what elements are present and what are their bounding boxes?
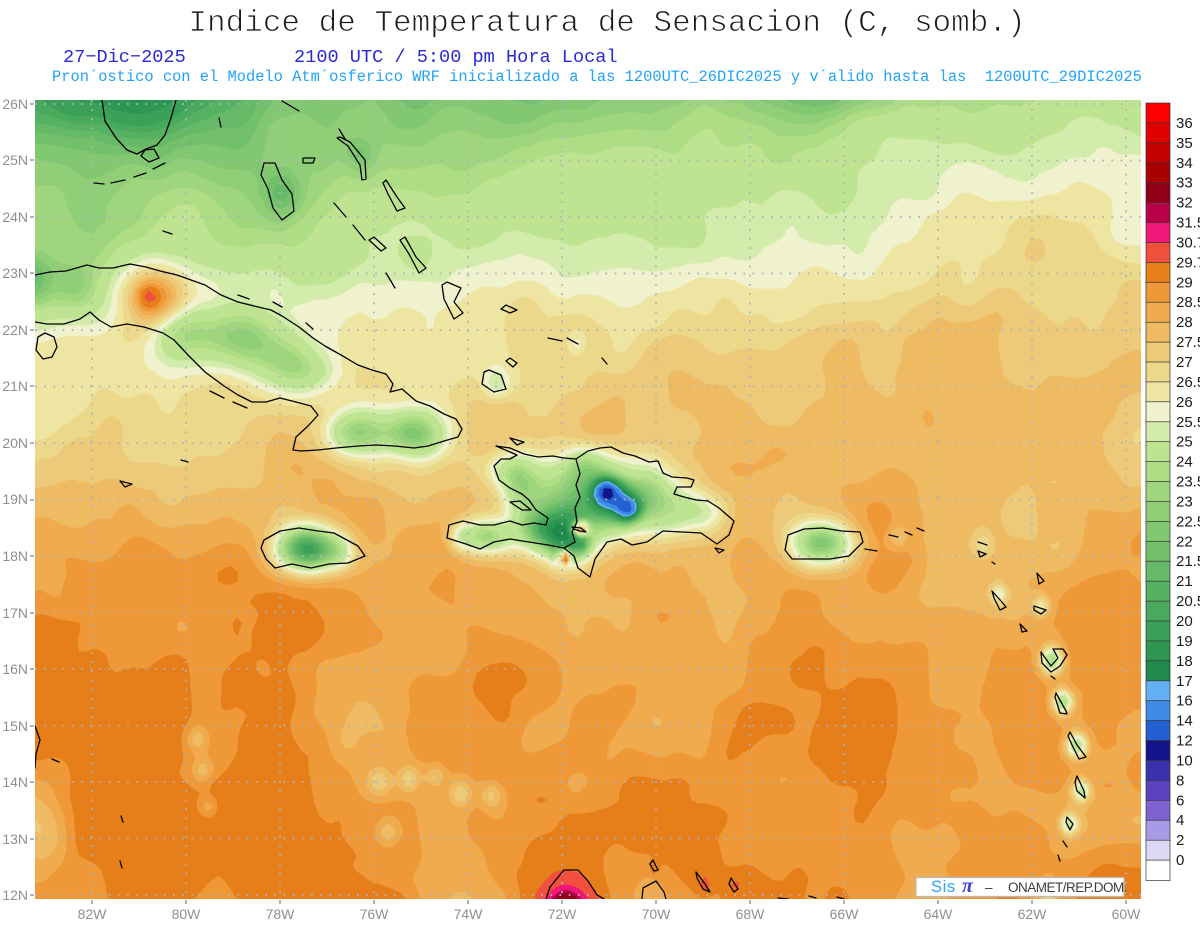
svg-text:20.5: 20.5 [1176,593,1200,610]
svg-text:20N: 20N [2,435,28,451]
svg-text:25.5: 25.5 [1176,414,1200,431]
svg-text:70W: 70W [642,906,672,922]
svg-text:24N: 24N [2,209,28,225]
svg-text:15N: 15N [2,718,28,734]
svg-text:22.5: 22.5 [1176,513,1200,530]
svg-text:27−Dic−2025: 27−Dic−2025 [63,47,186,68]
svg-text:28.5: 28.5 [1176,294,1200,311]
svg-text:13N: 13N [2,831,28,847]
svg-text:76W: 76W [360,906,390,922]
svg-text:23: 23 [1176,494,1193,511]
svg-text:30.7: 30.7 [1176,235,1200,252]
svg-text:21N: 21N [2,378,28,394]
svg-text:4: 4 [1176,812,1184,829]
svg-text:22: 22 [1176,533,1193,550]
svg-text:Indice de Temperatura de Sensa: Indice de Temperatura de Sensacion (C, s… [188,6,1025,41]
svg-text:21: 21 [1176,573,1193,590]
svg-text:32: 32 [1176,195,1193,212]
svg-text:23.5: 23.5 [1176,474,1200,491]
svg-text:19: 19 [1176,633,1193,650]
svg-text:2: 2 [1176,832,1184,849]
svg-text:18: 18 [1176,653,1193,670]
svg-text:78W: 78W [266,906,296,922]
svg-text:23N: 23N [2,265,28,281]
svg-text:26N: 26N [2,96,28,112]
svg-text:8: 8 [1176,772,1184,789]
svg-text:6: 6 [1176,792,1184,809]
svg-text:21.5: 21.5 [1176,553,1200,570]
svg-text:31.5: 31.5 [1176,215,1200,232]
svg-text:14N: 14N [2,774,28,790]
svg-text:34: 34 [1176,155,1193,172]
svg-text:33: 33 [1176,175,1193,192]
svg-text:35: 35 [1176,135,1193,152]
svg-text:26.5: 26.5 [1176,374,1200,391]
svg-text:27: 27 [1176,354,1193,371]
svg-text:19N: 19N [2,491,28,507]
svg-text:17N: 17N [2,605,28,621]
svg-text:60W: 60W [1112,906,1142,922]
svg-text:28: 28 [1176,314,1193,331]
svg-text:π: π [962,875,974,897]
svg-text:17: 17 [1176,673,1193,690]
svg-text:25: 25 [1176,434,1193,451]
svg-text:16: 16 [1176,693,1193,710]
svg-text:66W: 66W [830,906,860,922]
svg-text:82W: 82W [78,906,108,922]
svg-text:68W: 68W [736,906,766,922]
svg-text:20: 20 [1176,613,1193,630]
svg-text:12N: 12N [2,887,28,903]
svg-text:29: 29 [1176,274,1193,291]
svg-text:16N: 16N [2,661,28,677]
svg-text:0: 0 [1176,852,1184,869]
svg-text:26: 26 [1176,394,1193,411]
svg-text:22N: 22N [2,322,28,338]
svg-text:80W: 80W [172,906,202,922]
svg-text:64W: 64W [924,906,954,922]
svg-text:36: 36 [1176,115,1193,132]
svg-text:72W: 72W [548,906,578,922]
svg-text:27.5: 27.5 [1176,334,1200,351]
svg-text:ONAMET/REP.DOM.: ONAMET/REP.DOM. [1008,880,1127,895]
svg-text:Pron´ostico con el Modelo Atm´: Pron´ostico con el Modelo Atm´osferico W… [52,68,1142,86]
svg-text:24: 24 [1176,454,1193,471]
svg-text:10: 10 [1176,753,1193,770]
svg-text:12: 12 [1176,733,1193,750]
svg-text:Sis: Sis [931,878,956,896]
svg-text:2100 UTC / 5:00 pm Hora Local: 2100 UTC / 5:00 pm Hora Local [294,47,618,68]
svg-text:62W: 62W [1018,906,1048,922]
svg-text:74W: 74W [454,906,484,922]
svg-text:14: 14 [1176,713,1193,730]
svg-text:29.7: 29.7 [1176,254,1200,271]
svg-text:18N: 18N [2,548,28,564]
svg-text:–: – [985,880,993,895]
svg-text:25N: 25N [2,152,28,168]
